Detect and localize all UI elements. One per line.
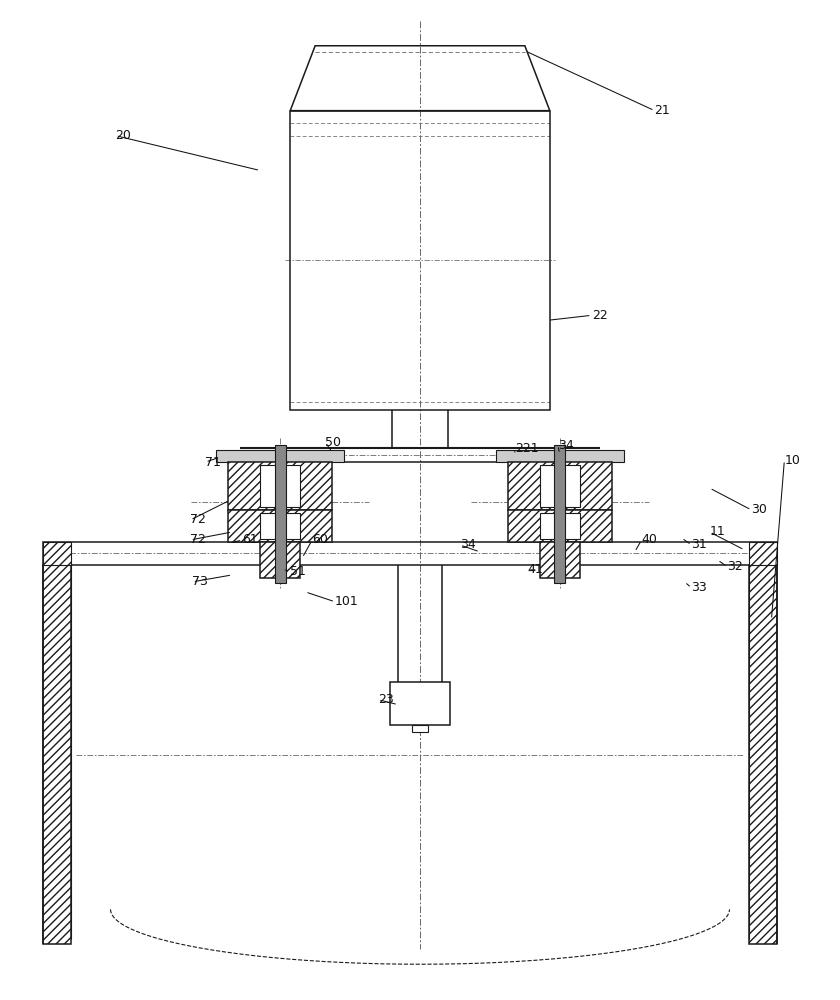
Bar bbox=[540, 513, 580, 539]
Bar bbox=[43, 542, 71, 565]
Bar bbox=[228, 462, 332, 510]
Bar bbox=[217, 450, 344, 462]
Text: 221: 221 bbox=[515, 442, 538, 455]
Bar bbox=[43, 565, 71, 944]
Bar bbox=[412, 725, 428, 732]
Text: 71: 71 bbox=[205, 456, 221, 469]
Bar bbox=[496, 450, 623, 462]
Text: 72: 72 bbox=[191, 513, 207, 526]
Bar bbox=[43, 542, 777, 565]
Text: 20: 20 bbox=[116, 129, 131, 142]
Bar bbox=[290, 111, 550, 410]
Text: 21: 21 bbox=[654, 104, 670, 117]
Text: 10: 10 bbox=[785, 454, 801, 467]
Text: 30: 30 bbox=[752, 503, 767, 516]
Text: 33: 33 bbox=[691, 581, 707, 594]
Text: 50: 50 bbox=[325, 436, 341, 449]
Bar bbox=[260, 542, 300, 578]
Text: 73: 73 bbox=[192, 575, 208, 588]
Bar bbox=[554, 445, 565, 583]
Bar bbox=[540, 542, 580, 578]
Text: 23: 23 bbox=[378, 693, 394, 706]
Text: 11: 11 bbox=[710, 525, 725, 538]
Bar bbox=[749, 565, 777, 944]
Text: 22: 22 bbox=[591, 309, 607, 322]
Text: 61: 61 bbox=[242, 533, 258, 546]
Bar bbox=[275, 445, 286, 583]
Bar bbox=[508, 510, 612, 542]
Text: 34: 34 bbox=[460, 538, 475, 551]
Bar bbox=[749, 542, 777, 565]
Text: 41: 41 bbox=[528, 563, 543, 576]
Text: 31: 31 bbox=[691, 538, 707, 551]
Bar bbox=[540, 465, 580, 507]
Text: 72: 72 bbox=[191, 533, 207, 546]
Text: 60: 60 bbox=[312, 533, 328, 546]
Bar bbox=[228, 510, 332, 542]
Bar bbox=[260, 465, 300, 507]
Bar bbox=[260, 513, 300, 539]
Text: 34: 34 bbox=[558, 439, 574, 452]
Bar bbox=[390, 682, 450, 725]
Bar bbox=[508, 462, 612, 510]
Text: 51: 51 bbox=[290, 565, 306, 578]
Text: 40: 40 bbox=[642, 533, 658, 546]
Text: 32: 32 bbox=[727, 560, 743, 573]
Text: 101: 101 bbox=[335, 595, 359, 608]
